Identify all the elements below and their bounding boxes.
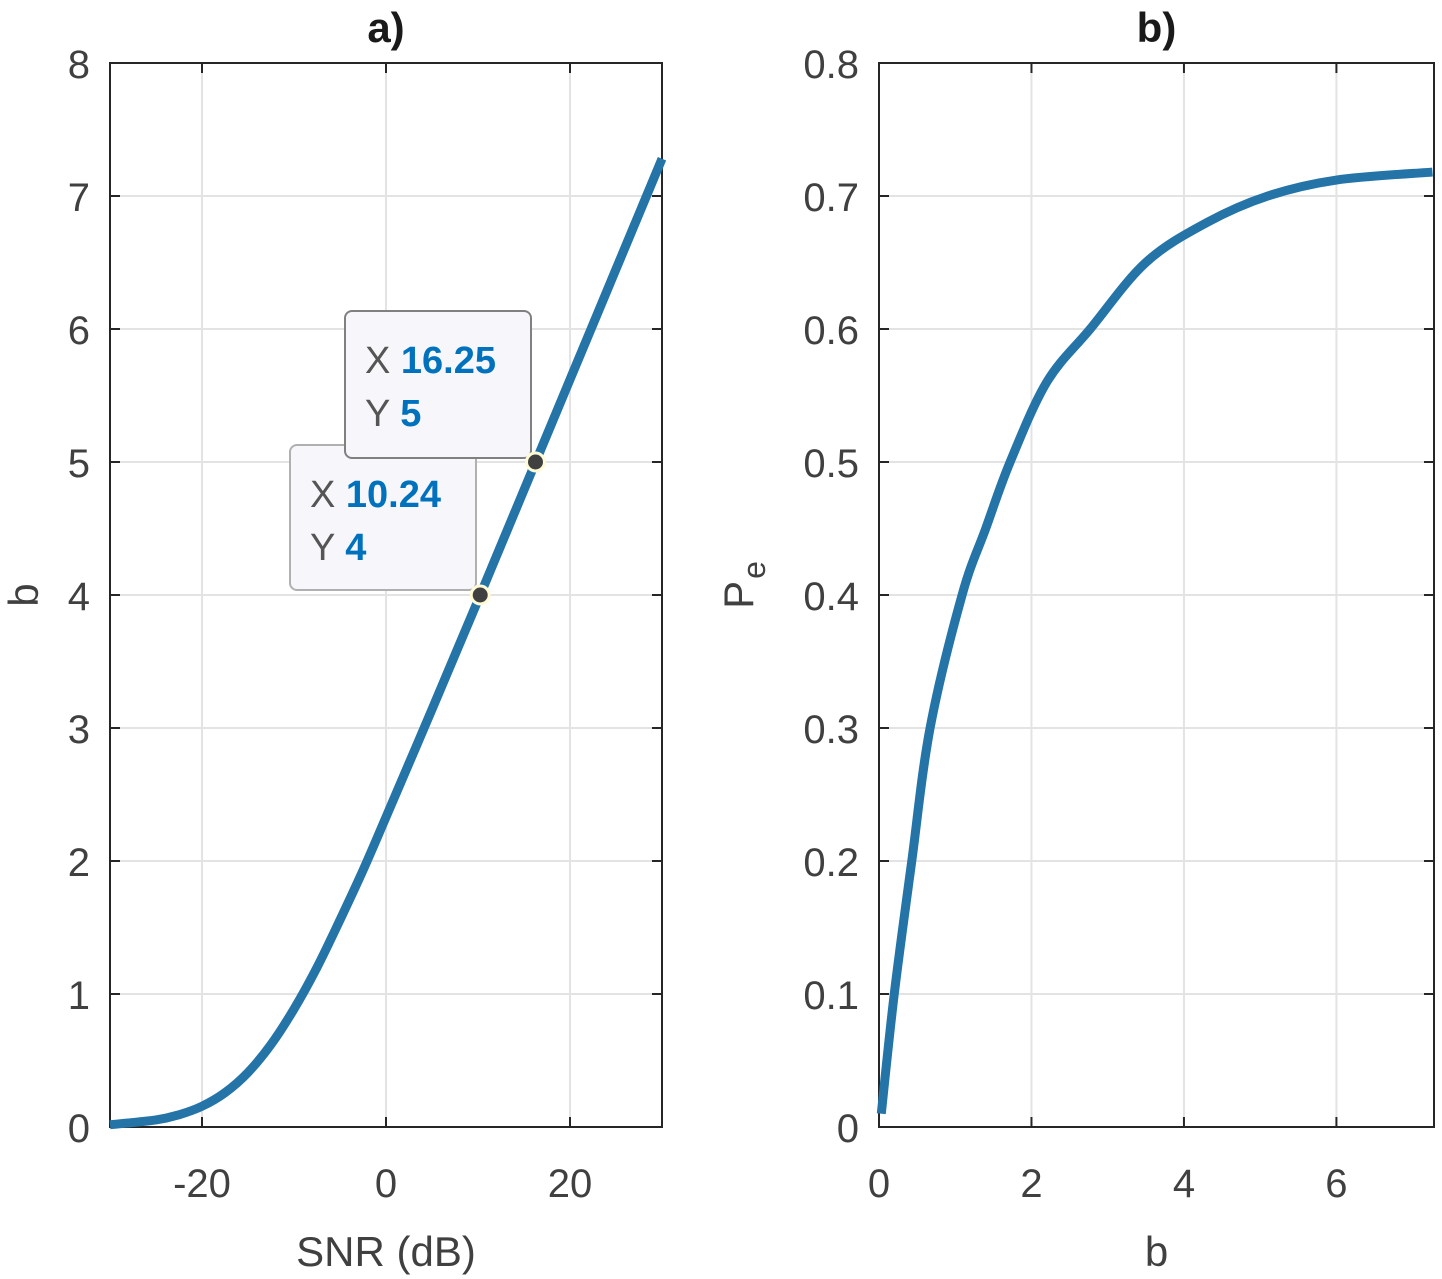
datatip: X 10.24Y 4 <box>289 444 491 606</box>
x-tick-label: 6 <box>1325 1162 1347 1206</box>
y-axis-label: Pe <box>715 561 772 609</box>
datatip-x-value: 16.25 <box>401 340 496 382</box>
y-tick-label: 5 <box>68 442 90 486</box>
y-tick-label: 0.5 <box>803 442 859 486</box>
x-axis-label: b <box>1145 1228 1168 1275</box>
y-tick-label: 0.1 <box>803 974 859 1018</box>
datatip-marker <box>469 584 491 606</box>
datatip-x-label: X <box>310 474 346 516</box>
x-tick-label: -20 <box>173 1162 231 1206</box>
y-tick-label: 4 <box>68 575 90 619</box>
x-tick-label: 4 <box>1173 1162 1195 1206</box>
datatip-box <box>344 310 532 459</box>
datatip-y-value: 4 <box>345 527 366 569</box>
y-tick-label: 7 <box>68 176 90 220</box>
x-tick-label: 20 <box>548 1162 593 1206</box>
chart-title: b) <box>1137 4 1177 51</box>
datatip-y-row: Y 4 <box>310 527 366 569</box>
y-tick-label: 0.2 <box>803 841 859 885</box>
data-line <box>876 167 1433 1115</box>
y-tick-label: 0 <box>68 1107 90 1151</box>
y-tick-label: 3 <box>68 708 90 752</box>
chart-title: a) <box>367 4 404 51</box>
datatip-y-label: Y <box>310 527 345 569</box>
y-axis-label-subscript: e <box>736 561 772 579</box>
x-tick-label: 0 <box>375 1162 397 1206</box>
datatip-x-row: X 16.25 <box>365 340 496 382</box>
y-tick-label: 0.8 <box>803 43 859 87</box>
datatip-marker <box>525 451 546 473</box>
y-tick-label: 1 <box>68 974 90 1018</box>
data-line <box>109 157 667 1130</box>
x-axis-label: SNR (dB) <box>296 1228 476 1275</box>
datatip-x-value: 10.24 <box>346 474 441 516</box>
datatip: X 16.25Y 5 <box>344 310 546 473</box>
y-tick-label: 2 <box>68 841 90 885</box>
y-tick-label: 0.3 <box>803 708 859 752</box>
y-tick-label: 0.4 <box>803 575 859 619</box>
datatip-x-row: X 10.24 <box>310 474 441 516</box>
axes-b: 0 2 4 6 0 0.1 0.2 0.3 0.4 0.5 0.6 0.7 0.8 b) b Pe <box>715 4 1435 1275</box>
datatip-y-row: Y 5 <box>365 393 421 435</box>
y-tick-label: 0 <box>837 1107 859 1151</box>
datatip-y-value: 5 <box>400 393 421 435</box>
y-tick-label: 0.7 <box>803 176 859 220</box>
datatip-x-label: X <box>365 340 401 382</box>
y-tick-label: 6 <box>68 309 90 353</box>
y-tick-label: 0.6 <box>803 309 859 353</box>
y-axis-label: b <box>0 583 47 606</box>
y-tick-label: 8 <box>68 43 90 87</box>
datatip-y-label: Y <box>365 393 400 435</box>
x-tick-label: 2 <box>1020 1162 1042 1206</box>
x-tick-label: 0 <box>868 1162 890 1206</box>
